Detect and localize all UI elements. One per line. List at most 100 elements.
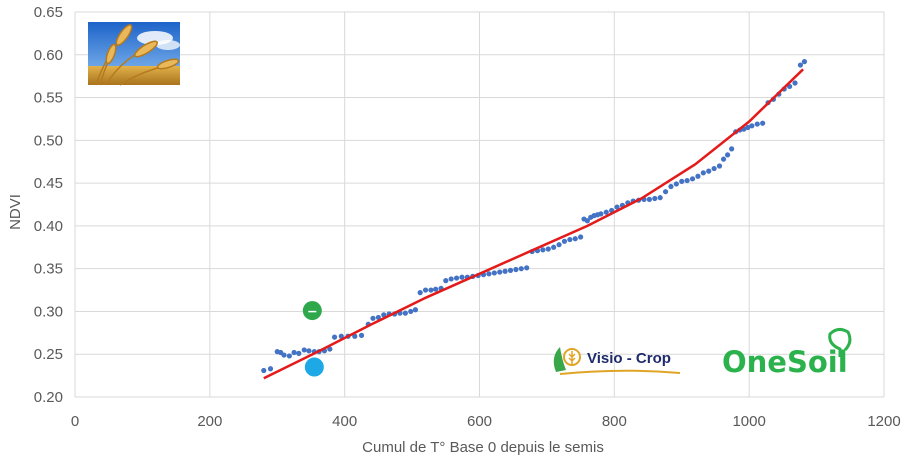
- ndvi-point: [673, 181, 679, 187]
- ndvi-point: [286, 353, 292, 359]
- y-axis-ticks: 0.20 0.25 0.30 0.35 0.40 0.45 0.50 0.55 0.60 0.65: [34, 4, 63, 406]
- x-tick-label: 0: [71, 413, 79, 430]
- ndvi-point: [301, 347, 307, 353]
- x-axis-title: Cumul de T° Base 0 depuis le semis: [362, 439, 604, 456]
- ndvi-point: [358, 332, 365, 338]
- ndvi-point: [551, 244, 557, 250]
- ndvi-point: [598, 211, 604, 217]
- ndvi-point: [657, 195, 663, 201]
- y-tick-label: 0.25: [34, 346, 63, 363]
- ndvi-point: [662, 189, 669, 195]
- y-tick-label: 0.60: [34, 47, 63, 64]
- ndvi-point: [679, 178, 685, 184]
- wheat-photo: [88, 22, 180, 86]
- ndvi-point: [459, 274, 465, 280]
- ndvi-point: [267, 366, 274, 372]
- green-marker: [302, 301, 322, 321]
- x-tick-label: 1200: [867, 413, 900, 430]
- ndvi-point: [408, 308, 414, 315]
- y-axis-title: NDVI: [7, 194, 24, 230]
- ndvi-point: [745, 124, 751, 131]
- ndvi-point: [729, 146, 735, 152]
- ndvi-point: [720, 156, 727, 162]
- y-tick-label: 0.35: [34, 261, 63, 278]
- ndvi-point: [749, 123, 755, 129]
- ndvi-point: [281, 352, 287, 358]
- x-tick-label: 800: [602, 413, 627, 430]
- blue-marker: [304, 357, 324, 377]
- ndvi-point: [507, 267, 514, 273]
- ndvi-point: [797, 62, 804, 68]
- ndvi-point: [428, 287, 434, 293]
- trend-line: [263, 68, 804, 380]
- grid: [74, 11, 885, 398]
- ndvi-point: [491, 270, 497, 276]
- ndvi-point: [584, 218, 590, 224]
- ndvi-point: [561, 238, 568, 244]
- ndvi-point: [646, 196, 652, 202]
- x-tick-label: 600: [467, 413, 492, 430]
- visio-crop-swoosh: [559, 369, 681, 375]
- ndvi-point: [291, 349, 297, 356]
- x-axis-ticks: 0 200 400 600 800 1000 1200: [71, 413, 901, 430]
- ndvi-point: [422, 287, 429, 293]
- y-tick-label: 0.20: [34, 389, 63, 406]
- ndvi-point: [524, 265, 530, 271]
- y-tick-label: 0.40: [34, 218, 63, 235]
- ndvi-point: [261, 367, 267, 374]
- ndvi-point: [689, 176, 696, 182]
- onesoil-logo: OneSoil: [722, 327, 852, 379]
- ndvi-point: [556, 242, 562, 248]
- ndvi-point: [760, 120, 766, 126]
- visio-crop-logo: Visio - Crop: [553, 347, 681, 375]
- ndvi-point: [338, 333, 344, 339]
- x-tick-label: 200: [197, 413, 222, 430]
- ndvi-point: [572, 236, 578, 242]
- ndvi-point: [453, 275, 460, 281]
- ndvi-point: [352, 333, 358, 339]
- ndvi-point: [614, 204, 620, 210]
- ndvi-point: [296, 350, 302, 356]
- ndvi-point: [417, 290, 423, 296]
- onesoil-text: OneSoil: [722, 345, 848, 379]
- ndvi-point: [603, 209, 609, 215]
- ndvi-point: [711, 165, 717, 172]
- ndvi-point: [754, 121, 760, 127]
- visio-crop-text: Visio - Crop: [587, 350, 671, 367]
- y-tick-label: 0.45: [34, 175, 63, 192]
- y-tick-label: 0.50: [34, 132, 63, 149]
- ndvi-point: [567, 236, 573, 243]
- ndvi-point: [486, 271, 492, 277]
- ndvi-point: [684, 177, 690, 184]
- ndvi-point: [381, 312, 387, 318]
- ndvi-point: [668, 183, 674, 190]
- ndvi-point: [412, 307, 419, 313]
- y-tick-label: 0.65: [34, 4, 63, 21]
- ndvi-point: [375, 314, 381, 321]
- ndvi-point: [801, 59, 808, 65]
- ndvi-point: [578, 234, 584, 240]
- onesoil-leaf-icon: [828, 327, 852, 357]
- ndvi-point: [448, 276, 454, 282]
- ndvi-point: [433, 286, 439, 292]
- ndvi-point: [716, 163, 723, 169]
- ndvi-point: [700, 170, 706, 176]
- ndvi-point: [327, 346, 333, 352]
- ndvi-point: [540, 247, 546, 253]
- ndvi-points: [261, 59, 808, 374]
- ndvi-point: [545, 246, 551, 252]
- leaf-hands-icon: [553, 347, 581, 372]
- ndvi-point: [792, 80, 798, 86]
- x-tick-label: 400: [332, 413, 357, 430]
- ndvi-point: [443, 278, 449, 284]
- ndvi-point: [402, 310, 408, 316]
- ndvi-point: [724, 152, 731, 158]
- y-tick-label: 0.55: [34, 90, 63, 107]
- ndvi-point: [331, 334, 338, 340]
- ndvi-point: [502, 268, 508, 274]
- x-tick-label: 1000: [732, 413, 765, 430]
- ndvi-point: [518, 266, 524, 272]
- y-tick-label: 0.30: [34, 303, 63, 320]
- ndvi-point: [370, 315, 376, 321]
